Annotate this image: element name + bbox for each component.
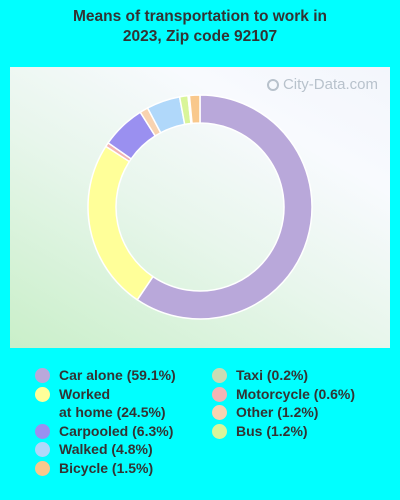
legend-swatch xyxy=(212,405,227,420)
legend-swatch xyxy=(212,386,227,402)
legend-item: Bus (1.2%) xyxy=(212,422,355,441)
chart-title-line1: Means of transportation to work in xyxy=(72,8,328,25)
legend-item: Car alone (59.1%) xyxy=(35,366,176,385)
legend-item: Taxi (0.2%) xyxy=(212,366,355,385)
legend-item: Carpooled (6.3%) xyxy=(35,422,176,441)
legend-label: Bus (1.2%) xyxy=(236,422,308,439)
legend-item: Other (1.2%) xyxy=(212,403,355,422)
chart-title: Means of transportation to work in 2023,… xyxy=(0,7,400,47)
legend-item: Motorcycle (0.6%) xyxy=(212,385,355,404)
legend-label: Walked (4.8%) xyxy=(59,441,153,457)
legend-swatch xyxy=(35,460,50,476)
watermark-text: City-Data.com xyxy=(282,76,378,93)
legend-label: Motorcycle (0.6%) xyxy=(236,385,356,402)
legend-item: Bicycle (1.5%) xyxy=(35,459,176,478)
donut-chart xyxy=(87,94,313,320)
donut-slice-8 xyxy=(188,94,201,125)
chart-title-line2: 2023, Zip code 92107 xyxy=(122,28,278,45)
search-icon xyxy=(266,78,279,91)
legend-left-column: Car alone (59.1%) Worked at home (24.5%) C… xyxy=(35,366,176,477)
legend-label: Worked at home (24.5%) xyxy=(59,385,166,421)
legend-label: Bicycle (1.5%) xyxy=(59,459,154,476)
legend-swatch xyxy=(35,442,50,457)
legend-item: Worked at home (24.5%) xyxy=(35,385,176,422)
legend-swatch xyxy=(212,423,227,439)
legend-label: Carpooled (6.3%) xyxy=(59,422,174,439)
donut-slice-1 xyxy=(87,145,155,301)
legend-item: Walked (4.8%) xyxy=(35,440,176,459)
legend-swatch xyxy=(35,423,50,439)
legend-swatch xyxy=(212,368,227,383)
legend-swatch xyxy=(35,386,50,402)
watermark: City-Data.com xyxy=(266,76,378,93)
legend-swatch xyxy=(35,368,50,383)
legend-right-column: Taxi (0.2%) Motorcycle (0.6%) Other (1.2%)… xyxy=(212,366,355,440)
donut-slice-0 xyxy=(136,94,313,320)
legend-label: Other (1.2%) xyxy=(236,404,319,420)
chart-panel: City-Data.com xyxy=(10,67,390,348)
legend-label: Taxi (0.2%) xyxy=(236,367,309,383)
legend-label: Car alone (59.1%) xyxy=(59,367,176,383)
